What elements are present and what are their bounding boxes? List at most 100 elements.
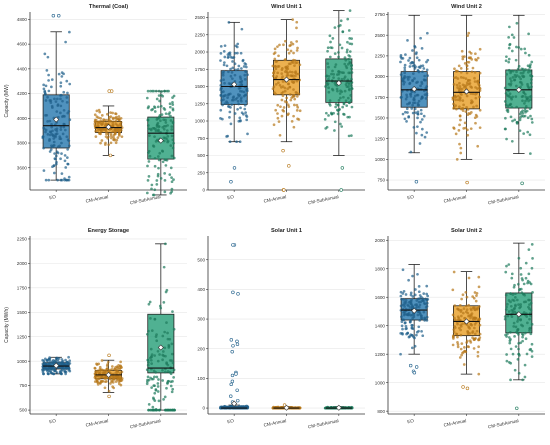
outlier-point [229, 180, 233, 184]
data-point [152, 408, 156, 412]
data-point [236, 51, 239, 55]
data-point [246, 132, 249, 136]
data-point [331, 69, 334, 73]
data-point [506, 104, 510, 108]
data-point [105, 367, 109, 371]
data-point [295, 40, 299, 43]
data-point [59, 157, 62, 161]
data-point [470, 323, 474, 327]
y-tick-label: 2500 [195, 15, 206, 20]
data-point [420, 46, 424, 50]
data-point [170, 134, 174, 138]
data-point [462, 76, 465, 80]
data-point [239, 81, 243, 84]
data-point [276, 116, 280, 120]
y-tick-label: 500 [197, 153, 205, 158]
data-point [413, 344, 417, 348]
chart-panel-3: 750 1000 1250 1500 1750 2000 2250 2500 2750 Wind … [375, 4, 545, 205]
data-point [510, 272, 514, 276]
data-point [418, 303, 422, 307]
data-point [522, 311, 526, 314]
data-point [324, 111, 328, 115]
data-point [468, 112, 472, 116]
data-point [504, 127, 507, 131]
data-point [105, 118, 109, 122]
data-point [171, 108, 175, 112]
data-point [63, 370, 67, 373]
data-point [401, 268, 405, 272]
data-point [513, 73, 517, 77]
data-point [272, 71, 276, 75]
data-point [460, 49, 464, 53]
data-point [517, 64, 521, 68]
data-point [238, 93, 242, 97]
data-point [457, 64, 461, 68]
data-point [400, 320, 404, 324]
box-cm-annual [93, 353, 124, 399]
data-point [159, 119, 162, 123]
box-cm-subannual [323, 404, 354, 411]
data-point [323, 117, 327, 121]
data-point [44, 84, 48, 88]
data-point [291, 70, 294, 74]
data-point [474, 299, 478, 303]
data-point [228, 116, 231, 119]
data-point [459, 76, 463, 79]
data-point [423, 316, 427, 320]
data-point [93, 376, 97, 379]
x-tick-label: CM-Annual [85, 418, 109, 428]
data-point [416, 125, 419, 129]
data-point [156, 390, 160, 393]
data-point [63, 159, 67, 163]
data-point [153, 391, 157, 395]
data-point [530, 117, 534, 121]
data-point [219, 108, 223, 112]
data-point [289, 41, 293, 44]
data-point [56, 359, 60, 363]
data-point [240, 27, 244, 31]
data-point [512, 285, 516, 289]
data-point [277, 54, 280, 58]
data-point [244, 63, 248, 66]
data-point [98, 368, 102, 371]
data-point [347, 62, 350, 66]
data-point [459, 146, 463, 150]
data-point [347, 57, 350, 61]
data-point [452, 270, 456, 274]
data-point [281, 94, 285, 98]
data-point [111, 130, 115, 133]
data-point [345, 48, 349, 52]
data-point [510, 49, 514, 53]
data-point [465, 295, 469, 299]
data-point [523, 363, 527, 367]
data-point [115, 115, 118, 119]
data-point [412, 101, 415, 105]
data-point [114, 122, 118, 126]
outlier-point [236, 292, 240, 296]
data-point [165, 288, 169, 292]
data-point [424, 86, 428, 90]
y-tick-label: 1750 [195, 67, 206, 72]
data-point [155, 97, 159, 101]
data-point [230, 103, 234, 107]
data-point [412, 126, 416, 129]
data-point [172, 178, 175, 181]
data-point [531, 257, 534, 260]
data-point [168, 111, 172, 114]
outlier-point [230, 373, 235, 378]
data-point [60, 141, 63, 145]
data-point [63, 177, 66, 180]
data-point [339, 122, 342, 126]
data-point [426, 74, 429, 78]
data-point [96, 369, 99, 373]
x-tick-label: CM-SubAnnual [308, 194, 340, 205]
data-point [519, 71, 523, 75]
data-point [504, 116, 507, 120]
data-point [400, 315, 403, 319]
data-point [170, 154, 174, 158]
data-point [340, 46, 344, 50]
data-point [521, 339, 524, 343]
data-point [530, 355, 534, 358]
data-point [283, 89, 287, 93]
data-point [518, 80, 522, 84]
